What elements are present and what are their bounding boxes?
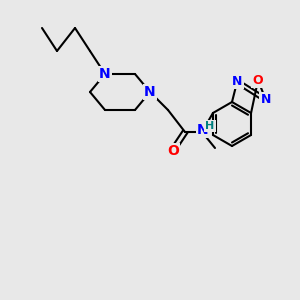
Text: O: O	[253, 74, 263, 87]
Text: H: H	[206, 121, 214, 131]
Text: N: N	[99, 67, 111, 81]
Text: N: N	[261, 93, 271, 106]
Text: N: N	[144, 85, 156, 99]
Text: N: N	[232, 75, 242, 88]
Text: O: O	[167, 144, 179, 158]
Text: N: N	[197, 123, 209, 137]
